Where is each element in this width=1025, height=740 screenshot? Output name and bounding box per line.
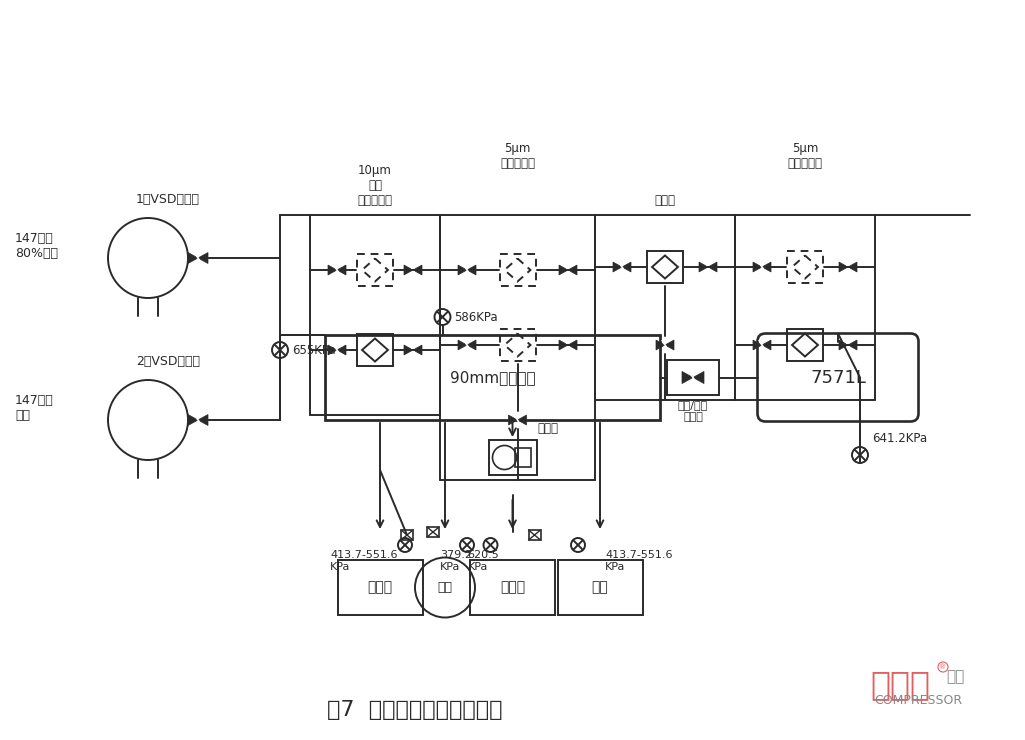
Bar xyxy=(787,329,823,361)
Polygon shape xyxy=(848,262,857,272)
Polygon shape xyxy=(337,265,346,275)
Polygon shape xyxy=(613,262,622,272)
Polygon shape xyxy=(568,340,577,350)
Text: 机械臂: 机械臂 xyxy=(367,580,393,594)
Text: 413.7-551.6
KPa: 413.7-551.6 KPa xyxy=(605,550,672,571)
Polygon shape xyxy=(682,371,693,383)
Polygon shape xyxy=(699,262,708,272)
Text: 620.5
KPa: 620.5 KPa xyxy=(467,550,499,571)
Polygon shape xyxy=(693,371,704,383)
Polygon shape xyxy=(458,265,467,275)
Polygon shape xyxy=(458,340,467,350)
Polygon shape xyxy=(665,340,674,350)
Polygon shape xyxy=(753,340,762,350)
Text: 5μm
入口过滤器: 5μm 入口过滤器 xyxy=(500,142,535,170)
Polygon shape xyxy=(198,414,208,425)
Text: 水泵: 水泵 xyxy=(438,581,452,594)
Bar xyxy=(401,530,413,540)
Polygon shape xyxy=(404,345,413,355)
Text: 413.7-551.6
KPa: 413.7-551.6 KPa xyxy=(330,550,398,571)
Polygon shape xyxy=(753,262,762,272)
Polygon shape xyxy=(622,262,631,272)
Bar xyxy=(667,360,719,395)
Text: 10μm
散装
深床过滤器: 10μm 散装 深床过滤器 xyxy=(358,164,393,207)
Bar xyxy=(337,560,422,615)
Text: 定位器: 定位器 xyxy=(500,580,525,594)
Text: 586KPa: 586KPa xyxy=(454,311,498,323)
Text: COMPRESSOR: COMPRESSOR xyxy=(874,695,962,707)
Polygon shape xyxy=(559,265,568,275)
Bar xyxy=(529,530,540,540)
Bar xyxy=(470,560,555,615)
Text: 655KPa: 655KPa xyxy=(292,343,335,357)
Polygon shape xyxy=(467,265,476,275)
Bar xyxy=(499,329,535,361)
Bar xyxy=(357,334,393,366)
Polygon shape xyxy=(568,265,577,275)
Text: 干燥机: 干燥机 xyxy=(655,194,675,207)
Text: 杂志: 杂志 xyxy=(946,670,965,685)
Polygon shape xyxy=(762,262,771,272)
Text: 图7  最终压缩空气系统配置: 图7 最终压缩空气系统配置 xyxy=(327,700,502,720)
Bar xyxy=(647,251,683,283)
Bar xyxy=(489,440,536,475)
Polygon shape xyxy=(518,415,527,425)
Polygon shape xyxy=(188,414,198,425)
Polygon shape xyxy=(413,265,422,275)
Text: 其它: 其它 xyxy=(591,580,609,594)
Text: 压力/流量
控制器: 压力/流量 控制器 xyxy=(678,400,708,422)
Text: 147千瓦
离线: 147千瓦 离线 xyxy=(15,394,53,422)
Text: ®: ® xyxy=(940,664,946,670)
Text: 90mm铝制集管: 90mm铝制集管 xyxy=(450,370,535,385)
Bar xyxy=(325,335,660,420)
Text: 379.2
KPa: 379.2 KPa xyxy=(440,550,472,571)
Polygon shape xyxy=(839,262,848,272)
Text: 7571L: 7571L xyxy=(810,369,866,386)
Bar xyxy=(499,254,535,286)
Polygon shape xyxy=(467,340,476,350)
Polygon shape xyxy=(839,340,848,350)
Polygon shape xyxy=(413,345,422,355)
Text: 2号VSD压缩机: 2号VSD压缩机 xyxy=(136,355,200,368)
Polygon shape xyxy=(708,262,718,272)
Text: 压缩机: 压缩机 xyxy=(870,668,930,702)
Polygon shape xyxy=(848,340,857,350)
Bar xyxy=(787,251,823,283)
Polygon shape xyxy=(559,340,568,350)
Polygon shape xyxy=(328,345,337,355)
Bar xyxy=(558,560,643,615)
Text: 5μm
出口过滤器: 5μm 出口过滤器 xyxy=(787,142,822,170)
Bar xyxy=(427,527,439,537)
Polygon shape xyxy=(188,252,198,263)
Polygon shape xyxy=(762,340,771,350)
Text: 641.2KPa: 641.2KPa xyxy=(872,432,928,445)
Polygon shape xyxy=(404,265,413,275)
Bar xyxy=(515,448,531,467)
Text: 1号VSD压缩机: 1号VSD压缩机 xyxy=(136,193,200,206)
Polygon shape xyxy=(656,340,665,350)
Polygon shape xyxy=(198,252,208,263)
Polygon shape xyxy=(337,345,346,355)
Text: 增压器: 增压器 xyxy=(537,422,559,435)
Polygon shape xyxy=(328,265,337,275)
Bar xyxy=(357,254,393,286)
Polygon shape xyxy=(508,415,518,425)
Text: 147千瓦
80%负载: 147千瓦 80%负载 xyxy=(15,232,58,260)
